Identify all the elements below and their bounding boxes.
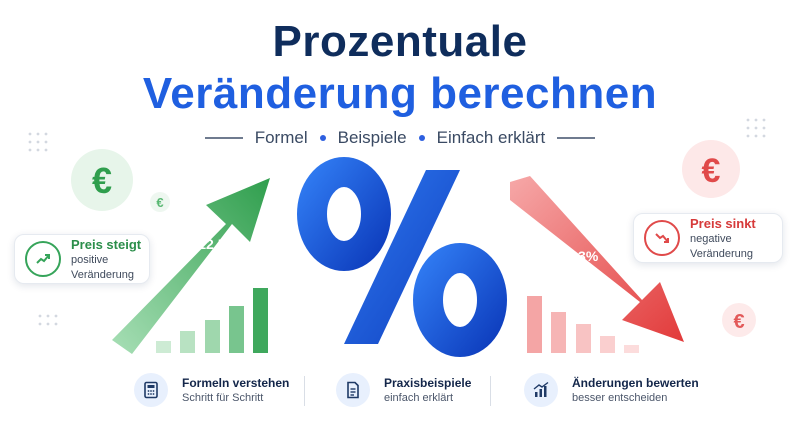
badge-down-subtitle: negative Veränderung	[690, 232, 753, 260]
feature-separator	[304, 376, 305, 406]
red-bar-chart	[527, 296, 639, 353]
feature-examples-subtitle: einfach erklärt	[384, 391, 454, 404]
subtitle: Formel Beispiele Einfach erklärt	[0, 128, 800, 148]
feature-examples: Praxisbeispiele einfach erklärt	[336, 372, 471, 408]
red-arrow-down	[510, 176, 684, 342]
up-change-value: +12,5%	[190, 236, 238, 252]
subtitle-dot	[319, 135, 326, 141]
green-bar-chart	[156, 288, 268, 353]
subtitle-line-left	[204, 137, 243, 139]
title-line-1: Prozentuale	[272, 17, 528, 66]
dot-pattern-left	[28, 132, 48, 152]
svg-text:€: €	[92, 160, 112, 201]
subtitle-line-right	[557, 137, 596, 139]
feature-formulas-title: Formeln verstehen	[182, 375, 290, 390]
feature-evaluate-title: Änderungen bewerten	[572, 375, 699, 390]
feature-evaluate: Änderungen bewerten besser entscheiden	[524, 372, 699, 408]
badge-up-subtitle: positive Veränderung	[71, 253, 134, 281]
euro-coin-red-large: €	[682, 140, 740, 198]
badge-up-title: Preis steigt	[71, 236, 142, 252]
subtitle-item-erklaert: Einfach erklärt	[436, 128, 546, 147]
percent-symbol	[297, 157, 507, 357]
svg-text:€: €	[156, 195, 163, 210]
calculator-icon	[134, 373, 168, 407]
green-arrow-up	[112, 178, 270, 354]
feature-examples-title: Praxisbeispiele	[384, 375, 472, 390]
subtitle-item-beispiele: Beispiele	[337, 128, 407, 147]
badge-price-up: Preis steigt positive Veränderung	[14, 234, 150, 284]
euro-coin-red-small: €	[722, 303, 756, 337]
trend-up-icon	[25, 241, 61, 277]
subtitle-dot	[418, 135, 425, 141]
bar-chart-icon	[524, 373, 558, 407]
feature-evaluate-subtitle: besser entscheiden	[572, 391, 668, 404]
document-icon	[336, 373, 370, 407]
dot-pattern-right	[746, 118, 766, 138]
badge-price-down: Preis sinkt negative Veränderung	[633, 213, 783, 263]
title-line-2: Veränderung berechnen	[142, 69, 658, 118]
down-change-value: -8,3%	[562, 248, 599, 264]
badge-down-title: Preis sinkt	[690, 215, 756, 231]
subtitle-item-formel: Formel	[254, 128, 308, 147]
feature-separator	[490, 376, 491, 406]
euro-coin-green-small: €	[150, 192, 170, 212]
trend-down-icon	[644, 220, 680, 256]
euro-coin-green-large: €	[71, 149, 133, 211]
svg-text:€: €	[733, 311, 744, 333]
dot-pattern-bottom-left	[38, 314, 58, 326]
feature-formulas: Formeln verstehen Schritt für Schritt	[134, 372, 289, 408]
feature-formulas-subtitle: Schritt für Schritt	[182, 391, 264, 404]
svg-text:€: €	[702, 152, 721, 190]
